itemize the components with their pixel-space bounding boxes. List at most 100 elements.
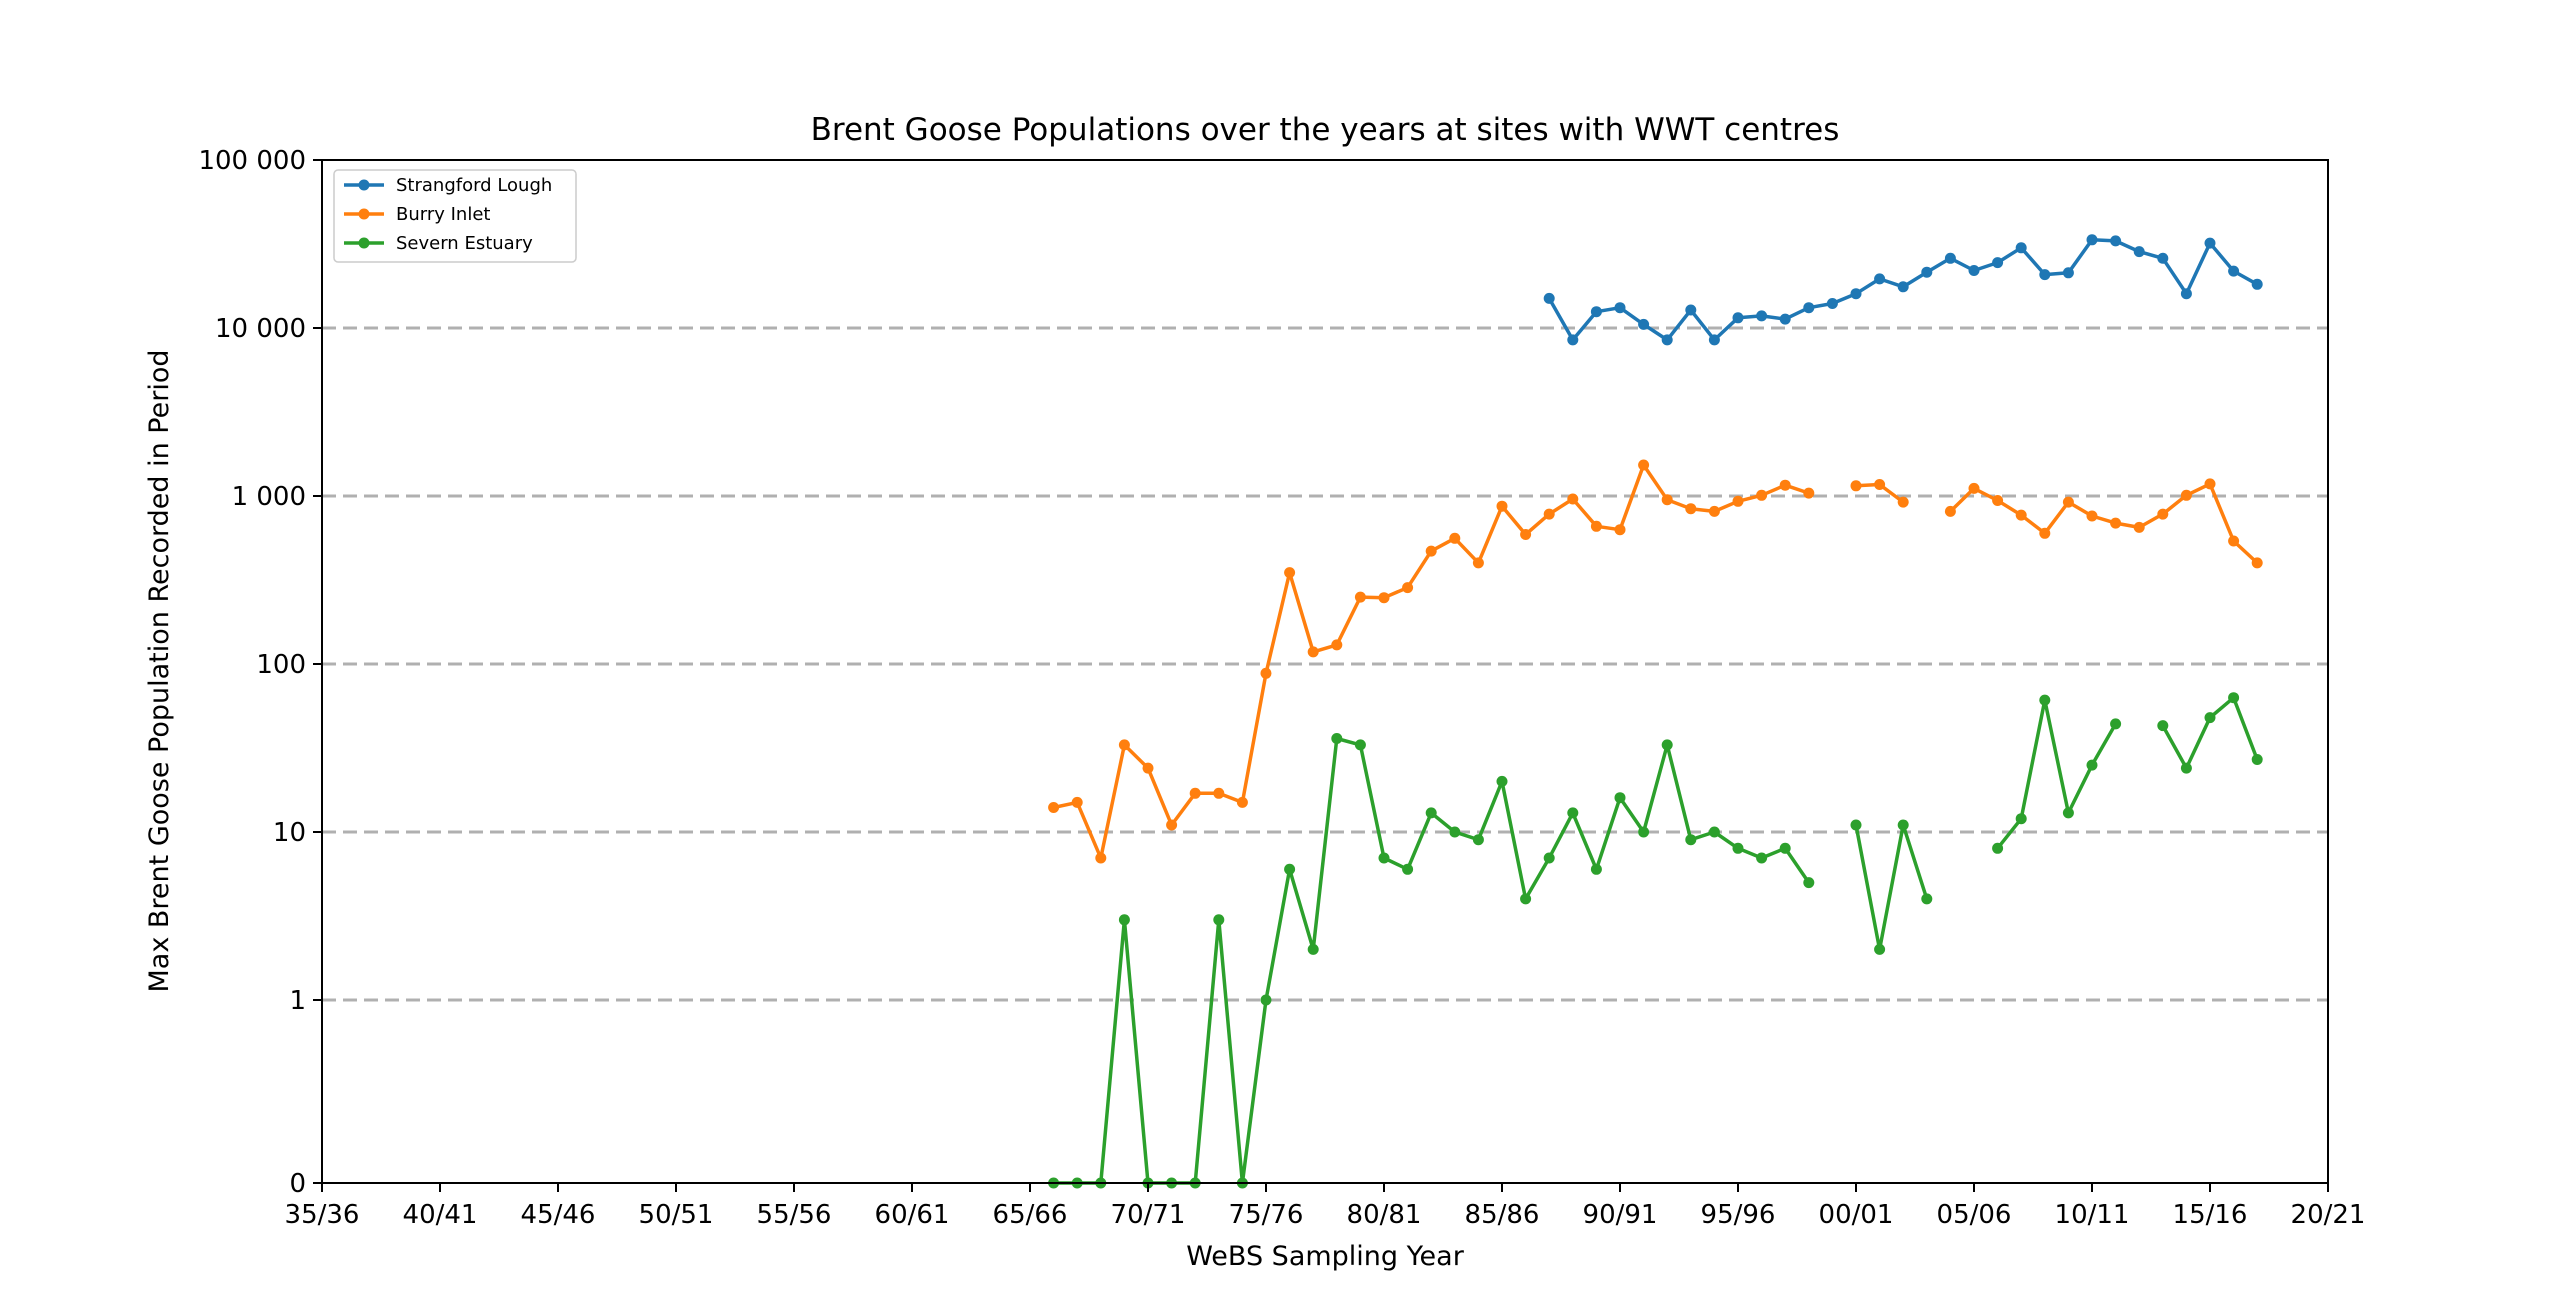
series-lines [1048,234,2263,1189]
data-point [2062,496,2074,508]
data-point [1378,852,1390,864]
data-point [1213,914,1225,926]
legend: Strangford Lough Burry Inlet Severn Estuar… [333,169,577,263]
data-point [1779,479,1791,491]
data-point [1614,792,1626,804]
data-point [1826,298,1838,309]
data-point [2228,535,2240,547]
data-point [1921,893,1933,905]
series-line [1053,736,1811,1185]
data-point [2204,237,2216,249]
legend-label: Strangford Lough [396,175,552,196]
data-point [1449,532,1461,544]
y-tick-label: 1 000 [232,482,306,512]
data-point [1567,807,1579,819]
x-tick-label: 90/91 [1583,1200,1658,1230]
data-point [1638,826,1650,838]
data-point [1213,787,1225,799]
data-point [2039,527,2051,539]
series-burry-inlet [1048,459,2263,864]
data-point [2015,242,2027,254]
data-point [1331,639,1343,651]
x-tick-label: 40/41 [403,1200,478,1230]
data-point [2157,720,2169,732]
data-point [1543,508,1555,520]
x-tick-label: 45/46 [521,1200,596,1230]
data-point [1614,524,1626,536]
data-point [1779,313,1791,325]
chart-title: Brent Goose Populations over the years a… [811,112,1840,148]
data-point [1236,796,1248,808]
data-point [1874,943,1886,955]
legend-label: Severn Estuary [396,233,533,254]
series-line [1854,823,1929,952]
data-point [1661,494,1673,506]
data-point [1732,495,1744,507]
y-tick-label: 100 000 [198,146,306,176]
data-point [2228,265,2240,277]
legend-marker [358,208,370,220]
data-point [1708,826,1720,838]
data-point [2086,510,2098,522]
data-point [2110,718,2122,730]
data-point [1638,318,1650,330]
series-line [1996,698,2118,850]
data-point [1685,304,1697,316]
data-point [1331,733,1343,744]
data-point [1425,807,1437,819]
data-point [1449,826,1461,838]
data-point [1708,334,1720,346]
data-point [1685,834,1697,846]
data-point [2039,269,2051,281]
data-point [1354,739,1366,751]
data-point [1260,667,1272,679]
x-tick-label: 55/56 [757,1200,832,1230]
data-point [2086,234,2098,246]
y-tick-label: 0 [289,1169,306,1199]
data-point [1402,863,1414,875]
data-point [2086,759,2098,771]
data-point [1968,265,1980,276]
data-point [2133,246,2145,258]
data-point [1661,739,1673,751]
x-axis: 35/36 40/41 45/46 50/51 55/56 60/61 65/66 70/71… [285,1183,2366,1230]
grid-lines [322,326,2328,1002]
data-point [1354,591,1366,603]
data-point [1284,863,1296,875]
data-point [1543,292,1555,304]
x-tick-label: 00/01 [1819,1200,1894,1230]
y-tick-label: 1 [289,986,306,1016]
data-point [1992,842,2004,854]
data-point [1614,302,1626,314]
data-point [1850,288,1862,300]
data-point [1756,489,1768,501]
data-point [1944,505,1956,517]
data-point [1189,787,1201,799]
data-point [1071,796,1083,808]
x-tick-label: 20/21 [2291,1200,2366,1230]
data-point [2133,521,2145,533]
data-point [2062,807,2074,819]
data-point [1921,266,1933,278]
data-point [2204,478,2216,490]
x-tick-label: 70/71 [1111,1200,1186,1230]
data-point [1496,500,1508,512]
data-point [1708,505,1720,517]
x-tick-label: 95/96 [1701,1200,1776,1230]
data-point [1897,281,1909,293]
data-point [1284,567,1296,579]
data-point [1756,310,1768,322]
data-point [2180,288,2192,300]
data-point [1166,819,1178,831]
data-point [1567,334,1579,346]
data-point [1897,496,1909,508]
series-line [2161,695,2259,770]
data-point [2015,509,2027,521]
plot-frame [321,159,2329,1184]
data-point [1850,480,1862,492]
data-point [2251,557,2263,569]
y-axis-label: Max Brent Goose Population Recorded in P… [144,350,175,993]
data-point [1496,775,1508,787]
x-tick-label: 85/86 [1465,1200,1540,1230]
